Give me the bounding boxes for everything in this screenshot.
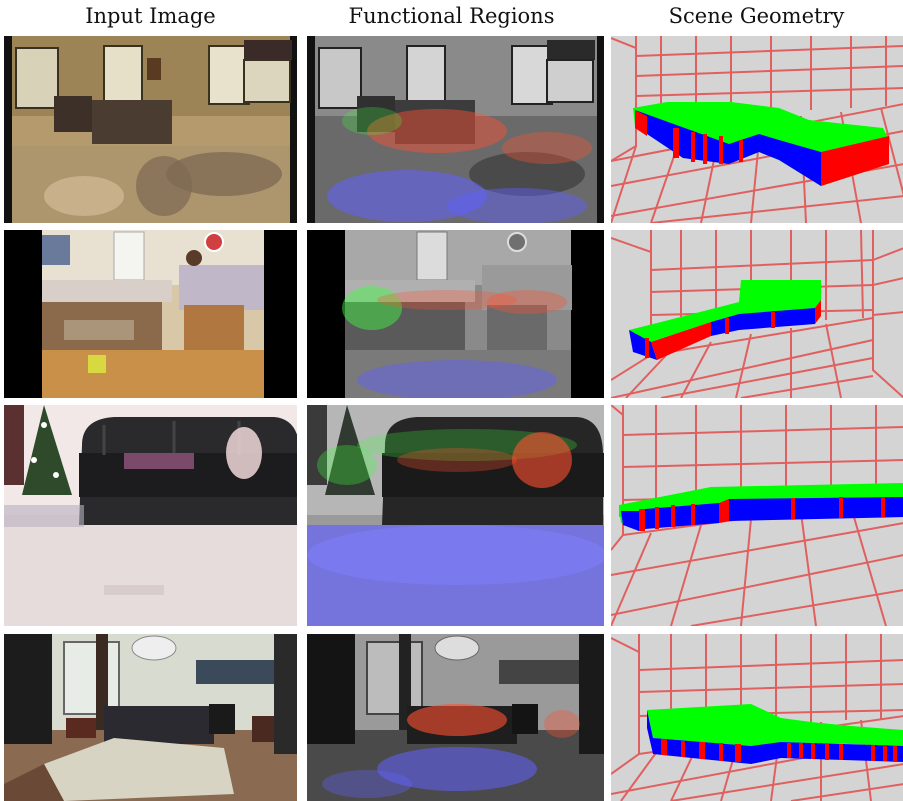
column-title-regions: Functional Regions: [348, 4, 555, 28]
column-title-geometry: Scene Geometry: [668, 4, 845, 28]
scene-geometry-row-4: [611, 634, 903, 801]
input-image-row-1: [4, 36, 297, 223]
column-title-input: Input Image: [85, 4, 216, 28]
input-image-row-3: [4, 405, 297, 626]
input-image-row-4: [4, 634, 297, 801]
scene-geometry-row-2: [611, 230, 903, 398]
scene-geometry-row-3: [611, 405, 903, 626]
input-image-row-2: [4, 230, 297, 398]
scene-geometry-row-1: [611, 36, 903, 223]
regions-image-row-4: [307, 634, 604, 801]
regions-image-row-2: [307, 230, 604, 398]
regions-image-row-3: [307, 405, 604, 626]
regions-image-row-1: [307, 36, 604, 223]
